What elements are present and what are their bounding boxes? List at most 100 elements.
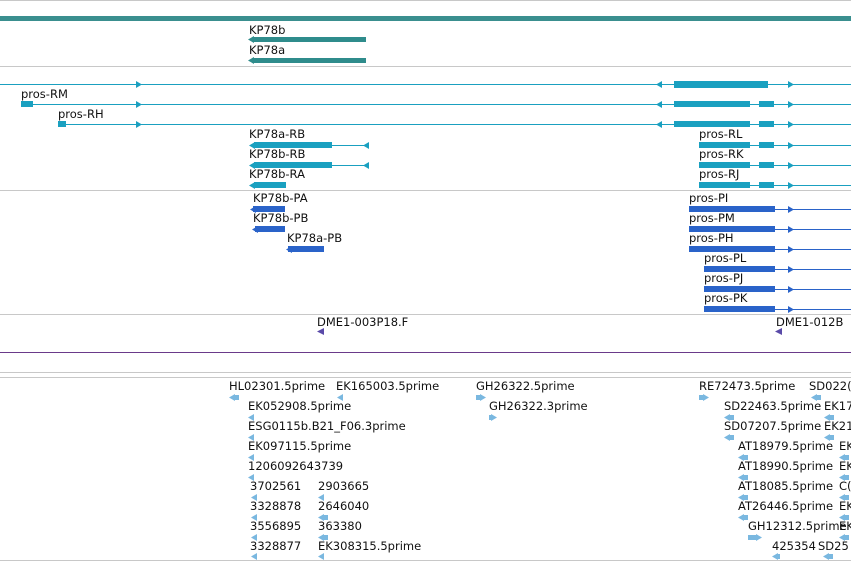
arrow-left-icon [318,493,324,501]
exon-bar[interactable] [689,226,772,232]
exon-bar[interactable] [689,246,772,252]
exon-bar[interactable] [699,182,750,188]
est-label: GH26322.3prime [489,399,588,413]
est-feature[interactable] [843,454,849,460]
est-label: EK097115.5prime [248,439,352,453]
est-feature[interactable] [322,534,328,540]
est-feature[interactable] [476,394,482,400]
est-feature[interactable] [742,454,748,460]
exon-bar[interactable] [674,121,750,127]
exon-bar[interactable] [58,121,66,127]
top-border [0,0,851,1]
transcript-label: pros-RH [58,107,104,121]
arrow-left-icon [811,393,817,401]
exon-bar[interactable] [21,101,33,107]
exon-bar[interactable] [674,80,768,88]
arrow-left-icon [738,473,744,481]
clone-marker-icon[interactable] [317,328,324,335]
est-feature[interactable] [742,474,748,480]
arrow-left-icon [251,552,257,560]
exon-bar[interactable] [761,226,775,232]
exon-bar[interactable] [759,182,774,188]
est-feature[interactable] [322,514,328,520]
protein-label: pros-PM [689,211,735,225]
est-feature[interactable] [233,394,239,400]
intron-line [699,165,851,166]
est-feature[interactable] [843,474,849,480]
est-feature[interactable] [748,534,758,540]
est-feature[interactable] [742,494,748,500]
exon-bar[interactable] [704,286,772,292]
exon-bar[interactable] [759,142,774,148]
est-feature[interactable] [815,394,821,400]
top-feature-band[interactable] [0,16,851,21]
est-feature[interactable] [728,434,734,440]
exon-bar[interactable] [704,266,772,272]
exon-bar[interactable] [759,121,774,127]
arrow-left-icon [738,493,744,501]
transcript-label: pros-RJ [699,167,740,181]
est-label: EK052908.5prime [248,399,352,413]
track-separator [0,372,851,373]
arrow-left-icon [249,161,255,169]
exon-bar[interactable] [254,142,332,148]
arrow-left-icon [249,141,255,149]
exon-bar[interactable] [253,206,285,212]
arrow-left-icon [656,120,662,128]
exon-bar[interactable] [254,162,332,168]
arrow-left-icon [248,453,254,461]
exon-bar[interactable] [674,101,750,107]
clone-marker-icon[interactable] [775,328,782,335]
est-feature[interactable] [843,534,849,540]
arrow-left-icon [229,393,235,401]
arrow-left-icon [724,433,730,441]
est-feature[interactable] [742,514,748,520]
arrow-left-icon [738,453,744,461]
exon-bar[interactable] [288,246,324,252]
intron-line [58,124,851,125]
arrow-left-icon [318,552,324,560]
est-feature[interactable] [828,414,834,420]
est-label: EK [839,519,851,533]
est-label: GH26322.5prime [476,379,575,393]
exon-bar[interactable] [699,162,750,168]
est-label: 3328878 [250,499,302,513]
est-feature[interactable] [728,414,734,420]
est-label: EK21 [824,419,851,433]
est-feature[interactable] [827,553,833,559]
est-feature[interactable] [828,434,834,440]
est-label: 425354 [772,539,816,553]
track-separator [0,190,851,191]
est-feature[interactable] [843,514,849,520]
exon-bar[interactable] [699,142,750,148]
exon-bar[interactable] [761,286,775,292]
arrow-left-icon [251,533,257,541]
gene-feature-kp78a[interactable] [252,58,366,63]
arrow-left-icon [248,413,254,421]
est-label: SD07207.5prime [724,419,822,433]
exon-bar[interactable] [254,182,286,188]
est-label: EK165003.5prime [336,379,440,393]
est-label: AT18979.5prime [738,439,834,453]
exon-bar[interactable] [761,206,775,212]
exon-bar[interactable] [759,101,774,107]
arrow-left-icon [363,161,369,169]
exon-bar[interactable] [689,206,772,212]
exon-bar[interactable] [761,246,775,252]
est-feature[interactable] [776,553,780,559]
est-feature[interactable] [843,494,849,500]
track-separator [0,314,851,315]
arrow-right-icon [788,285,794,293]
exon-bar[interactable] [761,266,775,272]
exon-bar[interactable] [759,162,774,168]
protein-label: pros-PL [704,251,747,265]
exon-bar[interactable] [761,306,775,312]
arrow-left-icon [839,533,845,541]
arrow-left-icon [839,473,845,481]
exon-bar[interactable] [704,306,772,312]
est-feature[interactable] [699,394,705,400]
gene-feature-kp78b[interactable] [252,37,366,42]
bottom-border [0,560,851,561]
exon-bar[interactable] [255,226,285,232]
track-separator [0,377,851,378]
